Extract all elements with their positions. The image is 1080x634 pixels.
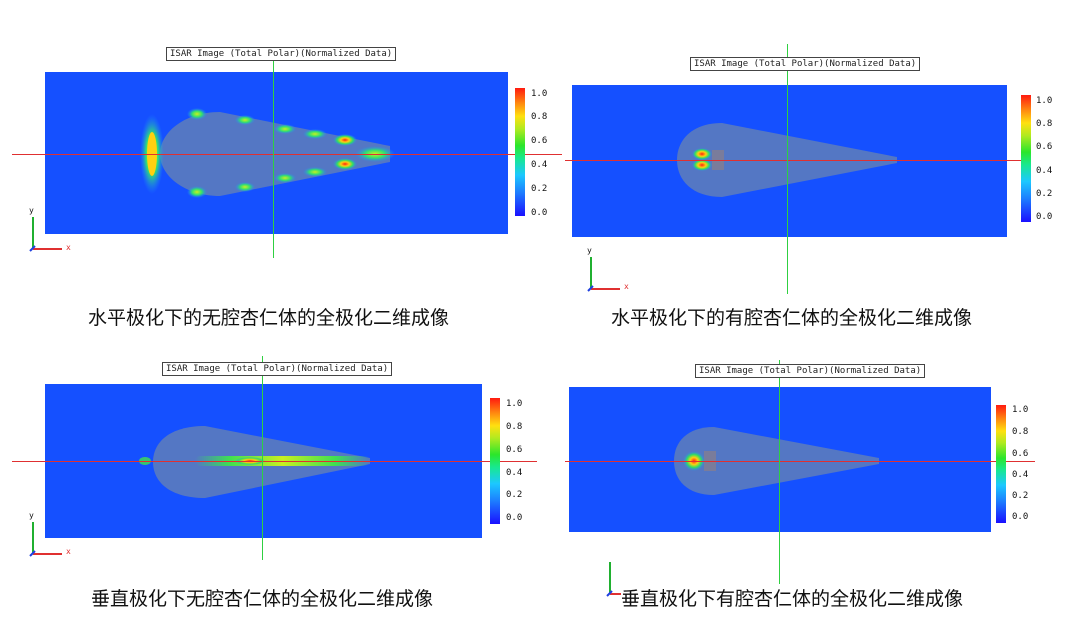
vertical-cursor-line	[779, 360, 780, 610]
vertical-cursor-line	[262, 356, 263, 560]
colorbar-tick: 0.6	[1012, 449, 1029, 459]
figure-caption: 水平极化下的有腔杏仁体的全极化二维成像	[611, 307, 973, 329]
colorbar	[996, 405, 1006, 523]
horizontal-cursor-line	[12, 154, 562, 155]
colorbar-tick: 0.6	[531, 136, 548, 146]
plot-title: ISAR Image (Total Polar)(Normalized Data…	[690, 57, 921, 71]
colorbar	[1021, 95, 1031, 222]
horizontal-cursor-line	[565, 160, 1030, 161]
axes-triad-icon	[29, 522, 62, 557]
colorbar-tick: 1.0	[1012, 405, 1029, 415]
y-axis-label: y	[29, 511, 34, 520]
colorbar-tick: 1.0	[506, 399, 523, 409]
colorbar-tick: 0.8	[531, 112, 548, 122]
axes-triad-icon	[29, 217, 62, 252]
colorbar-tick: 0.0	[506, 513, 523, 523]
horizontal-cursor-line	[12, 461, 537, 462]
figure-caption: 水平极化下的无腔杏仁体的全极化二维成像	[88, 307, 450, 329]
colorbar-tick: 0.2	[1036, 189, 1053, 199]
x-axis-label: x	[66, 243, 71, 252]
isar-image-plot	[572, 85, 1007, 237]
colorbar-tick: 0.4	[1036, 166, 1053, 176]
colorbar	[515, 88, 525, 216]
colorbar-tick: 0.6	[1036, 142, 1053, 152]
isar-image-plot	[45, 72, 508, 234]
colorbar-tick: 0.0	[1012, 512, 1029, 522]
colorbar-tick: 0.4	[531, 160, 548, 170]
colorbar-tick: 0.6	[506, 445, 523, 455]
figure-caption: 垂直极化下无腔杏仁体的全极化二维成像	[91, 588, 434, 610]
isar-image	[674, 427, 879, 495]
isar-image	[677, 123, 897, 197]
colorbar-tick: 0.0	[1036, 212, 1053, 222]
vertical-cursor-line	[787, 44, 788, 294]
colorbar-tick: 0.8	[506, 422, 523, 432]
figure-caption: 垂直极化下有腔杏仁体的全极化二维成像	[621, 584, 964, 611]
isar-image	[140, 108, 395, 198]
colorbar-tick: 0.8	[1036, 119, 1053, 129]
x-axis-label: x	[624, 282, 629, 291]
colorbar-tick: 0.2	[506, 490, 523, 500]
colorbar	[490, 398, 500, 524]
axes-triad-icon	[587, 257, 620, 292]
colorbar-tick: 1.0	[1036, 96, 1053, 106]
isar-image-plot	[569, 387, 991, 532]
colorbar-tick: 0.0	[531, 208, 548, 218]
y-axis-label: y	[29, 206, 34, 215]
colorbar-tick: 0.2	[1012, 491, 1029, 501]
plot-title: ISAR Image (Total Polar)(Normalized Data…	[162, 362, 393, 376]
colorbar-tick: 0.8	[1012, 427, 1029, 437]
colorbar-tick: 0.4	[506, 468, 523, 478]
x-axis-label: x	[66, 547, 71, 556]
y-axis-label: y	[587, 246, 592, 255]
colorbar-tick: 0.2	[531, 184, 548, 194]
plot-title: ISAR Image (Total Polar)(Normalized Data…	[166, 47, 397, 61]
colorbar-tick: 0.4	[1012, 470, 1029, 480]
vertical-cursor-line	[273, 60, 274, 258]
horizontal-cursor-line	[565, 461, 1035, 462]
plot-title: ISAR Image (Total Polar)(Normalized Data…	[695, 364, 926, 378]
colorbar-tick: 1.0	[531, 89, 548, 99]
